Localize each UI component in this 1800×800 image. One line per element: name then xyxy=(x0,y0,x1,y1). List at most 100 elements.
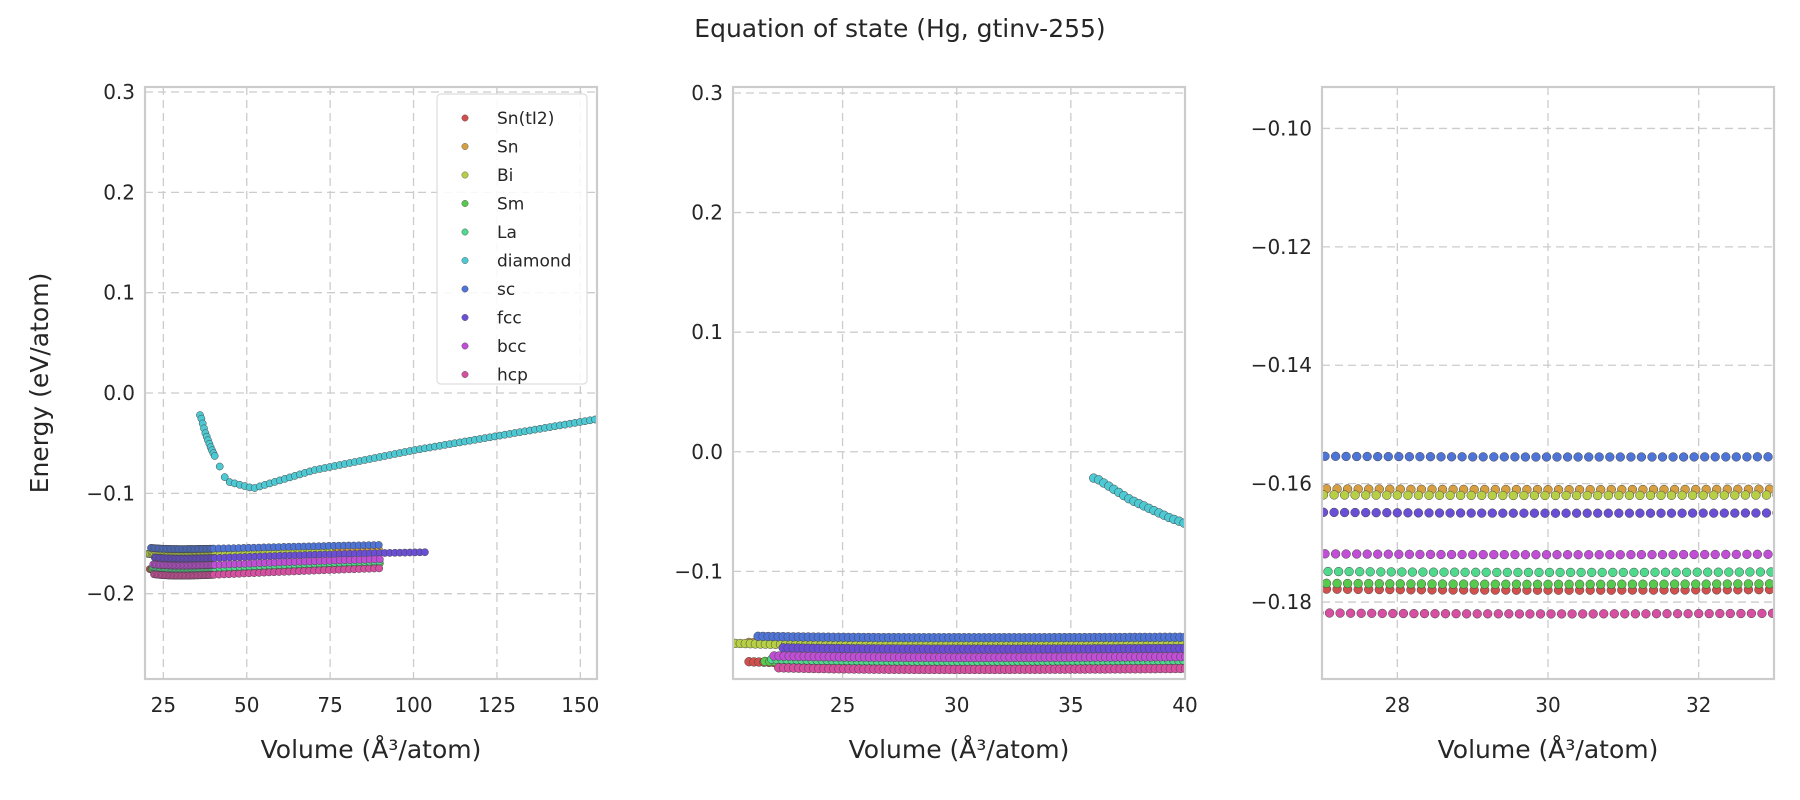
y-tick-label: −0.2 xyxy=(86,582,135,606)
data-point-sc xyxy=(1626,452,1636,462)
data-point-hcp xyxy=(1683,609,1693,619)
legend-marker xyxy=(461,171,469,179)
data-point-hcp xyxy=(1367,608,1377,618)
legend-entry-label: hcp xyxy=(497,366,528,386)
data-point-bi xyxy=(1582,490,1592,501)
legend-box xyxy=(436,93,588,385)
data-point-sc xyxy=(1573,452,1583,462)
data-point-bcc xyxy=(1647,549,1657,560)
data-point-hcp xyxy=(1609,609,1619,619)
data-point-sc xyxy=(1383,451,1393,462)
data-point-la xyxy=(1523,567,1534,578)
data-point-hcp xyxy=(1736,608,1746,619)
data-point-sm xyxy=(1280,579,1289,588)
x-tick-label: 32 xyxy=(1686,693,1711,717)
panel-1: 25 50 75 100 125 150 −0.2 −0.1 0.0 0.1 0.2 0.3 Volum… xyxy=(86,80,599,764)
data-point-sm xyxy=(1627,579,1638,589)
data-point-hcp xyxy=(1630,609,1641,619)
x-tick-label: 30 xyxy=(1535,693,1560,717)
data-point-sm xyxy=(1776,579,1785,588)
data-point-sc xyxy=(1657,452,1668,462)
legend-entry-label: sc xyxy=(497,280,515,300)
data-point-sc xyxy=(1647,452,1657,462)
data-point-hcp xyxy=(375,564,384,573)
data-point-sm xyxy=(1511,579,1522,589)
data-point-hcp xyxy=(1694,608,1704,619)
data-point-sc xyxy=(1763,452,1773,462)
data-point-fcc xyxy=(1666,508,1677,518)
data-point-bi xyxy=(1413,490,1424,500)
data-point-bcc xyxy=(1330,549,1341,559)
data-point-sm xyxy=(1786,579,1795,588)
y-tick-label: 0.2 xyxy=(103,180,135,204)
data-point-sc xyxy=(1373,451,1383,462)
y-tick-label: 0.0 xyxy=(691,440,723,464)
data-point-bi xyxy=(1571,490,1582,501)
data-point-sm xyxy=(1480,579,1490,589)
data-point-la xyxy=(1692,567,1702,577)
data-point-fcc xyxy=(1322,507,1329,517)
y-tick-label: 0.1 xyxy=(691,320,723,344)
x-tick-label: 30 xyxy=(944,693,969,717)
data-point-hcp xyxy=(1356,608,1366,618)
data-point-sc xyxy=(1605,452,1615,462)
data-point-bcc xyxy=(1268,549,1277,558)
y-tick-label: 0.1 xyxy=(103,281,135,305)
y-tick-label: 0.2 xyxy=(691,201,723,225)
x-axis-label: Volume (Å³/atom) xyxy=(849,735,1070,764)
data-point-hcp xyxy=(1419,608,1430,619)
data-point-hcp xyxy=(1398,608,1409,619)
y-tick-label: 0.0 xyxy=(103,381,135,405)
data-point-bi xyxy=(1635,490,1645,501)
data-point-bi xyxy=(1392,490,1402,500)
x-axis-label: Volume (Å³/atom) xyxy=(1438,735,1659,764)
data-point-sc xyxy=(1520,452,1531,462)
data-point-la xyxy=(1281,567,1290,576)
data-point-fcc xyxy=(1761,508,1772,518)
data-point-fcc xyxy=(1519,508,1529,518)
data-point-la xyxy=(1650,567,1660,577)
data-point-bi xyxy=(1529,490,1540,501)
data-point-sn-ti2- xyxy=(1312,585,1321,594)
data-point-la xyxy=(1439,567,1449,577)
data-point-fcc xyxy=(1298,508,1307,517)
data-point-hcp xyxy=(1757,608,1767,619)
data-point-hcp xyxy=(1715,608,1725,619)
data-point-sm xyxy=(1374,579,1384,589)
data-point-sc xyxy=(1289,452,1298,461)
panel-3: 28 30 32 −0.18 −0.16 −0.14 −0.12 −0.10 Volume (Å… xyxy=(1250,85,1795,764)
data-point-sm xyxy=(1332,578,1342,589)
data-point-diamond xyxy=(210,452,219,460)
data-point-la xyxy=(1323,566,1333,577)
data-point-fcc xyxy=(1466,508,1476,518)
data-point-la xyxy=(1534,567,1544,578)
y-tick-label: −0.1 xyxy=(674,559,723,583)
data-point-hcp xyxy=(1746,608,1757,619)
data-point-fcc xyxy=(1540,508,1550,518)
legend-entry-label: diamond xyxy=(497,252,571,272)
data-point-bcc xyxy=(1763,549,1773,559)
data-point-fcc xyxy=(1487,508,1497,518)
data-point-la xyxy=(1544,567,1555,578)
data-point-hcp xyxy=(1335,608,1345,618)
scatter-points xyxy=(1250,451,1795,619)
data-point-sc xyxy=(1404,452,1415,462)
data-point-fcc xyxy=(1309,508,1318,517)
data-point-bcc xyxy=(1752,549,1763,559)
data-point-bcc xyxy=(1362,549,1372,559)
data-point-fcc xyxy=(1740,508,1751,518)
data-point-fcc xyxy=(1392,508,1402,518)
data-point-la xyxy=(1250,566,1259,575)
data-point-sm xyxy=(1364,578,1374,589)
data-point-la xyxy=(1777,568,1786,577)
data-point-sn-ti2- xyxy=(1200,659,1209,668)
data-point-bcc xyxy=(1289,549,1298,558)
data-point-sm xyxy=(1395,579,1405,589)
y-tick-label: −0.10 xyxy=(1251,116,1312,140)
data-point-bcc xyxy=(1573,550,1583,560)
data-point-sc xyxy=(1394,451,1404,462)
legend-entry-label: La xyxy=(497,223,517,243)
data-point-sm xyxy=(1564,579,1574,589)
data-point-sm xyxy=(1712,579,1722,589)
data-point-la xyxy=(1492,567,1502,578)
